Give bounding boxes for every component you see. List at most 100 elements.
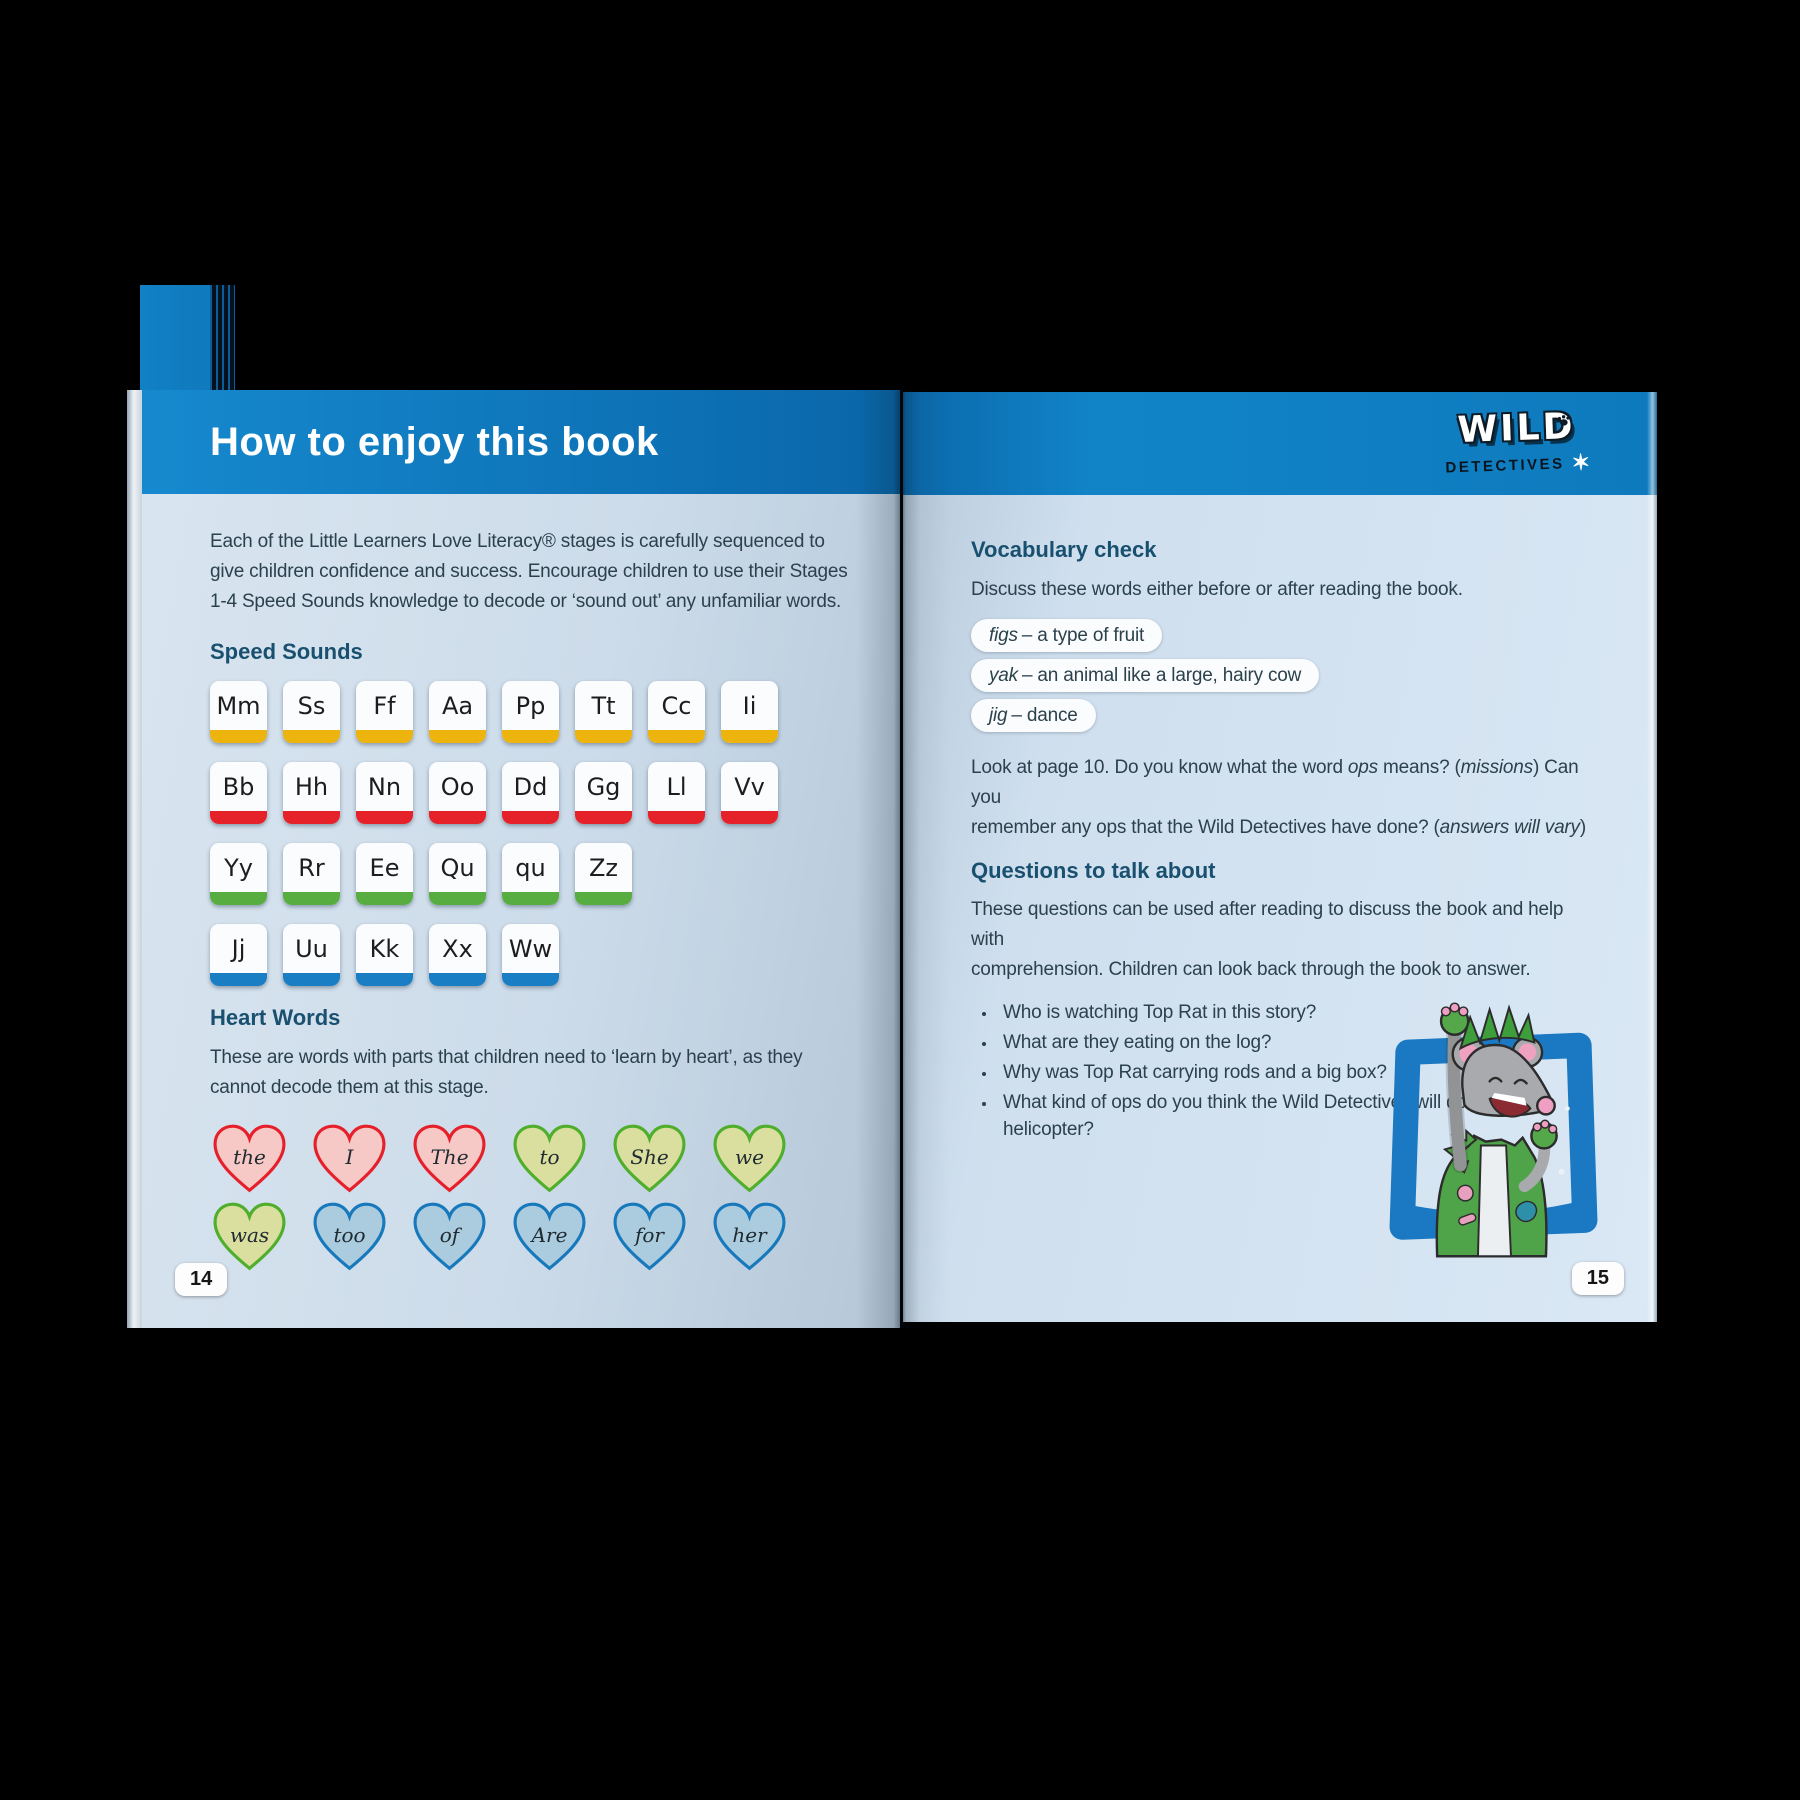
letter-tile: qu bbox=[502, 843, 559, 905]
heart-word: the bbox=[210, 1123, 289, 1195]
question-item: What are they eating on the log? bbox=[997, 1029, 1601, 1056]
letter-tile-label: Aa bbox=[441, 692, 474, 720]
book-cover-edge bbox=[140, 285, 210, 393]
letter-tile-label: Xx bbox=[442, 935, 473, 963]
vocab-pill: yak – an animal like a large, hairy cow bbox=[971, 659, 1320, 692]
heart-word: too bbox=[310, 1201, 389, 1273]
letter-tile-label: Nn bbox=[367, 773, 402, 801]
questions-intro-line: comprehension. Children can look back th… bbox=[971, 959, 1531, 980]
ops-text-segment: answers will vary bbox=[1439, 817, 1580, 838]
letter-tile: Yy bbox=[210, 843, 267, 905]
heart-word-label: The bbox=[430, 1145, 469, 1169]
letter-tile: Uu bbox=[283, 924, 340, 986]
heart-icon bbox=[413, 1124, 486, 1193]
letter-tile: Pp bbox=[502, 681, 559, 743]
heart-words-row-1: the I The to bbox=[210, 1123, 856, 1195]
letter-tile-label: Gg bbox=[586, 773, 621, 801]
vocab-definition: – a type of fruit bbox=[1021, 625, 1145, 646]
letter-tile-label: Hh bbox=[294, 773, 329, 801]
page-number-right: 15 bbox=[1571, 1262, 1624, 1295]
paw-icon bbox=[1557, 415, 1570, 426]
heart-icon bbox=[313, 1202, 386, 1271]
ops-text-segment: remember any ops that the Wild Detective… bbox=[971, 817, 1440, 838]
vocab-pill: figs – a type of fruit bbox=[971, 619, 1163, 652]
heart-icon bbox=[213, 1124, 286, 1193]
ops-text-segment: ) Can you bbox=[971, 757, 1579, 808]
ops-paragraph-line-2: remember any ops that the Wild Detective… bbox=[971, 813, 1601, 843]
vocab-definition: – an animal like a large, hairy cow bbox=[1021, 665, 1302, 686]
questions-intro-line: These questions can be used after readin… bbox=[971, 899, 1564, 950]
heart-icon bbox=[513, 1202, 586, 1271]
letter-tile-label: Cc bbox=[661, 692, 692, 720]
letter-tile: Ee bbox=[356, 843, 413, 905]
letter-tile: Ww bbox=[502, 924, 559, 986]
letter-tile: Ii bbox=[721, 681, 778, 743]
letter-tile-label: Rr bbox=[298, 854, 325, 882]
heart-word-label: of bbox=[439, 1223, 460, 1247]
letter-tile: Ss bbox=[283, 681, 340, 743]
letter-tile: Tt bbox=[575, 681, 632, 743]
intro-line: 1-4 Speed Sounds knowledge to decode or … bbox=[210, 591, 842, 612]
heart-word: was bbox=[210, 1201, 289, 1273]
heart-word-label: to bbox=[539, 1145, 560, 1169]
left-page: How to enjoy this book Each of the Littl… bbox=[142, 390, 900, 1328]
letter-tile: Xx bbox=[429, 924, 486, 986]
heart-word: we bbox=[710, 1123, 789, 1195]
letter-tile: Vv bbox=[721, 762, 778, 824]
letter-tile-label: Dd bbox=[513, 773, 548, 801]
heart-word-label: was bbox=[229, 1223, 270, 1247]
intro-line: give children confidence and success. En… bbox=[210, 561, 848, 582]
rat-illustration bbox=[1389, 1002, 1598, 1258]
vocabulary-check-heading: Vocabulary check bbox=[971, 537, 1157, 562]
vocab-term: figs bbox=[989, 625, 1018, 646]
letter-tile: Hh bbox=[283, 762, 340, 824]
heart-icon bbox=[613, 1202, 686, 1271]
vocab-pill: jig – dance bbox=[971, 699, 1096, 732]
heart-words-heading: Heart Words bbox=[210, 1005, 341, 1030]
heart-icon bbox=[313, 1124, 386, 1193]
letter-tile-label: Kk bbox=[369, 935, 400, 963]
heart-word-label: her bbox=[732, 1223, 767, 1247]
letter-tile-label: Mm bbox=[216, 692, 261, 720]
vocab-term: jig bbox=[989, 705, 1008, 726]
heart-icon bbox=[613, 1124, 686, 1193]
heart-word-label: too bbox=[333, 1223, 366, 1247]
letter-tile-label: Tt bbox=[591, 692, 616, 720]
right-page-banner: WILD DETECTIVES ✶ bbox=[903, 392, 1657, 495]
heart-word-label: we bbox=[735, 1145, 764, 1169]
letter-tile: Ll bbox=[648, 762, 705, 824]
heart-word: for bbox=[610, 1201, 689, 1273]
questions-intro: These questions can be used after readin… bbox=[971, 895, 1601, 985]
speed-sounds-row-blue: Jj Uu Kk Xx Ww bbox=[210, 924, 856, 986]
letter-tile: Kk bbox=[356, 924, 413, 986]
questions-heading: Questions to talk about bbox=[971, 858, 1216, 883]
vocab-term: yak bbox=[989, 665, 1018, 686]
letter-tile: Rr bbox=[283, 843, 340, 905]
letter-tile: Oo bbox=[429, 762, 486, 824]
letter-tile-label: Jj bbox=[231, 935, 246, 963]
ops-text-segment: Look at page 10. Do you know what the wo… bbox=[971, 757, 1348, 778]
letter-tile-label: Yy bbox=[224, 854, 253, 882]
heart-icon bbox=[713, 1124, 786, 1193]
letter-tile: Ff bbox=[356, 681, 413, 743]
letter-tile-label: Ee bbox=[369, 854, 400, 882]
heart-icon bbox=[513, 1124, 586, 1193]
letter-tile-label: qu bbox=[515, 854, 546, 882]
intro-paragraph: Each of the Little Learners Love Literac… bbox=[210, 527, 856, 617]
ops-paragraph-line-1: Look at page 10. Do you know what the wo… bbox=[971, 753, 1601, 813]
heart-words-description-line: These are words with parts that children… bbox=[210, 1047, 803, 1068]
heart-word: I bbox=[310, 1123, 389, 1195]
page-title: How to enjoy this book bbox=[210, 419, 659, 464]
letter-tile-label: Oo bbox=[440, 773, 475, 801]
heart-words-description-line: cannot decode them at this stage. bbox=[210, 1077, 489, 1098]
letter-tile-label: Ii bbox=[742, 692, 757, 720]
letter-tile-label: Ff bbox=[373, 692, 396, 720]
ops-text-segment: means? ( bbox=[1377, 757, 1461, 778]
logo-subtitle: DETECTIVES ✶ bbox=[1427, 449, 1608, 481]
heart-word: She bbox=[610, 1123, 689, 1195]
heart-word-label: for bbox=[634, 1223, 664, 1247]
letter-tile: Zz bbox=[575, 843, 632, 905]
heart-words-description: These are words with parts that children… bbox=[210, 1043, 856, 1103]
heart-icon bbox=[413, 1202, 486, 1271]
